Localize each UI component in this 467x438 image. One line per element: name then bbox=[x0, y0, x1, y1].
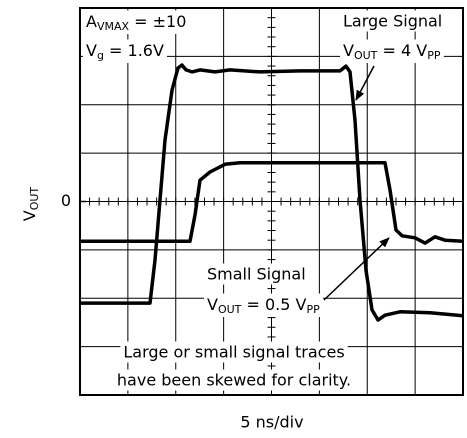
label-background bbox=[120, 341, 348, 363]
text-part: V bbox=[343, 41, 354, 60]
x-axis-label: 5 ns/div bbox=[240, 413, 303, 432]
text-part: V bbox=[20, 210, 39, 221]
text-part: = 1.6V bbox=[104, 41, 164, 60]
y-tick-label: 0 bbox=[61, 191, 71, 210]
text-part: A bbox=[86, 12, 97, 31]
signal-trace bbox=[80, 63, 464, 322]
label-background bbox=[340, 39, 444, 63]
label-background bbox=[83, 10, 190, 34]
text-part: V bbox=[207, 295, 218, 314]
annotation: Vg = 1.6V bbox=[86, 41, 164, 63]
label-background bbox=[340, 10, 446, 32]
annotation: VOUT = 4 VPP bbox=[343, 41, 441, 63]
subscript: PP bbox=[306, 303, 320, 316]
subscript: VMAX bbox=[97, 20, 130, 33]
text-part: V bbox=[86, 41, 97, 60]
label-background bbox=[204, 293, 324, 317]
label-background bbox=[113, 369, 355, 391]
plot-frame bbox=[79, 7, 464, 396]
note-line: Large or small signal traces bbox=[123, 343, 344, 362]
subscript: OUT bbox=[28, 187, 41, 211]
subscript: PP bbox=[427, 49, 441, 62]
label-background bbox=[83, 39, 167, 63]
series-label: Small Signal bbox=[207, 265, 306, 284]
signal-trace bbox=[80, 161, 464, 245]
large-signal-arrow bbox=[355, 65, 375, 101]
small-signal-arrow bbox=[323, 237, 390, 301]
text-part: = 4 V bbox=[377, 41, 427, 60]
annotation: AVMAX = ±10 bbox=[86, 12, 186, 34]
label-background bbox=[204, 263, 309, 285]
text-part: = 0.5 V bbox=[241, 295, 306, 314]
annotation: VOUT = 0.5 VPP bbox=[207, 295, 320, 317]
subscript: OUT bbox=[218, 303, 242, 316]
note-line: have been skewed for clarity. bbox=[117, 371, 351, 390]
text-part: = ±10 bbox=[129, 12, 186, 31]
series-label: Large Signal bbox=[343, 12, 442, 31]
subscript: OUT bbox=[354, 49, 378, 62]
subscript: g bbox=[97, 49, 104, 62]
y-axis-label: VOUT bbox=[20, 187, 42, 222]
